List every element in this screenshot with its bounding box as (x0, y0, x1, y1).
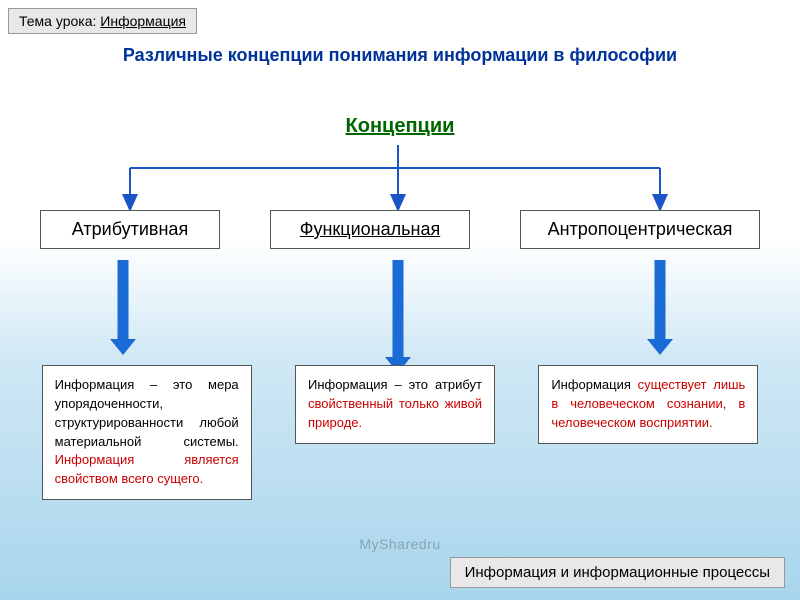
topic-label: Тема урока: (19, 13, 96, 29)
branch-row: Атрибутивная Функциональная Антропоцентрич… (0, 210, 800, 249)
main-title: Различные концепции понимания информации… (0, 45, 800, 66)
description-2: Информация существует лишь в человеческо… (538, 365, 758, 444)
root-node: Концепции (346, 115, 455, 138)
branch-1: Функциональная (270, 210, 470, 249)
topic-badge: Тема урока: Информация (8, 8, 197, 34)
footer-badge: Информация и информационные процессы (450, 557, 785, 588)
description-row: Информация – это мера упорядоченности, с… (0, 365, 800, 500)
topic-value: Информация (100, 13, 186, 29)
watermark: MySharedru (359, 536, 440, 552)
description-1: Информация – это атрибут свойственный то… (295, 365, 495, 444)
diagram-arrows (0, 0, 800, 600)
description-0: Информация – это мера упорядоченности, с… (42, 365, 252, 500)
branch-2: Антропоцентрическая (520, 210, 760, 249)
branch-0: Атрибутивная (40, 210, 220, 249)
